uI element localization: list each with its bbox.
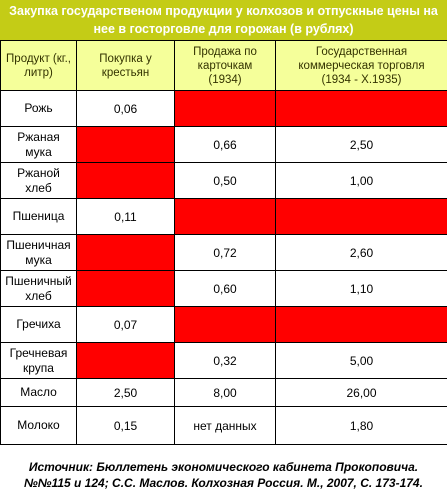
cell-product: Гречиха <box>0 306 77 343</box>
cell-purchase: 0,11 <box>76 198 175 235</box>
table-row: Пшеничный хлеб 0,60 1,10 <box>0 270 447 307</box>
cell-product: Пшеничный хлеб <box>0 270 77 307</box>
source-note: Источник: Бюллетень экономического кабин… <box>0 459 447 500</box>
table-title-line-2: нее в госторговле для горожан (в рублях) <box>93 22 354 36</box>
table-title-line-1: Закупка государственом продукции у колхо… <box>9 4 438 18</box>
table-row: Ржаная мука 0,66 2,50 <box>0 126 447 163</box>
table-row: Ржаной хлеб 0,50 1,00 <box>0 162 447 199</box>
cell-commercial: 1,10 <box>275 270 447 307</box>
cell-product: Пшеница <box>0 198 77 235</box>
cell-purchase-empty <box>76 342 175 379</box>
cell-card: нет данных <box>174 406 276 445</box>
header-row: Продукт (кг., литр) Покупка у крестьян П… <box>0 40 447 91</box>
cell-commercial: 1,00 <box>275 162 447 199</box>
cell-purchase-empty <box>76 126 175 163</box>
cell-product: Молоко <box>0 406 77 445</box>
table-title: Закупка государственом продукции у колхо… <box>0 0 447 40</box>
cell-product: Ржаная мука <box>0 126 77 163</box>
table-row: Рожь 0,06 <box>0 90 447 127</box>
cell-commercial: 2,60 <box>275 234 447 271</box>
price-table: Продукт (кг., литр) Покупка у крестьян П… <box>0 40 447 445</box>
cell-commercial-empty <box>275 198 447 235</box>
cell-product: Масло <box>0 378 77 407</box>
table-row: Гречиха 0,07 <box>0 306 447 343</box>
cell-product: Пшеничная мука <box>0 234 77 271</box>
cell-commercial: 5,00 <box>275 342 447 379</box>
cell-card: 0,50 <box>174 162 276 199</box>
cell-purchase-empty <box>76 270 175 307</box>
header-card-sale: Продажа по карточкам (1934) <box>174 40 276 91</box>
cell-product: Ржаной хлеб <box>0 162 77 199</box>
cell-commercial: 26,00 <box>275 378 447 407</box>
header-commercial-trade: Государственная коммерческая торговля (1… <box>275 40 447 91</box>
cell-card: 0,66 <box>174 126 276 163</box>
cell-commercial: 1,80 <box>275 406 447 445</box>
table-body: Рожь 0,06 Ржаная мука 0,66 2,50 Ржаной хлеб 0,… <box>0 90 447 445</box>
cell-purchase: 2,50 <box>76 378 175 407</box>
table-row: Масло 2,50 8,00 26,00 <box>0 378 447 407</box>
cell-card-empty <box>174 90 276 127</box>
cell-purchase: 0,07 <box>76 306 175 343</box>
source-line-2: №№115 и 124; С.С. Маслов. Колхозная Росс… <box>24 476 423 490</box>
cell-purchase: 0,06 <box>76 90 175 127</box>
cell-card-empty <box>174 306 276 343</box>
cell-commercial: 2,50 <box>275 126 447 163</box>
cell-product: Гречневая крупа <box>0 342 77 379</box>
cell-purchase: 0,15 <box>76 406 175 445</box>
cell-commercial-empty <box>275 90 447 127</box>
cell-purchase-empty <box>76 162 175 199</box>
cell-purchase-empty <box>76 234 175 271</box>
table-row: Молоко 0,15 нет данных 1,80 <box>0 406 447 445</box>
table-row: Гречневая крупа 0,32 5,00 <box>0 342 447 379</box>
cell-card: 0,60 <box>174 270 276 307</box>
header-product: Продукт (кг., литр) <box>0 40 77 91</box>
source-line-1: Источник: Бюллетень экономического кабин… <box>28 460 419 474</box>
cell-card: 8,00 <box>174 378 276 407</box>
cell-commercial-empty <box>275 306 447 343</box>
cell-product: Рожь <box>0 90 77 127</box>
table-row: Пшеница 0,11 <box>0 198 447 235</box>
cell-card: 0,72 <box>174 234 276 271</box>
table-row: Пшеничная мука 0,72 2,60 <box>0 234 447 271</box>
header-purchase: Покупка у крестьян <box>76 40 175 91</box>
cell-card: 0,32 <box>174 342 276 379</box>
cell-card-empty <box>174 198 276 235</box>
